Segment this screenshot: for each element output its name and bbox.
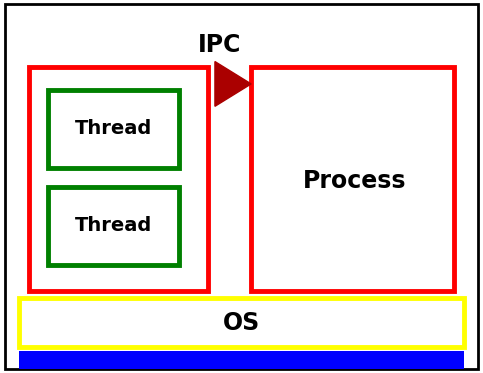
Text: Thread: Thread bbox=[75, 216, 152, 235]
Bar bbox=[48, 90, 179, 168]
Bar bbox=[29, 67, 208, 291]
Text: OS: OS bbox=[223, 311, 260, 335]
Bar bbox=[251, 67, 454, 291]
Bar bbox=[19, 351, 464, 369]
Text: IPC: IPC bbox=[198, 33, 242, 57]
Bar bbox=[48, 186, 179, 265]
Bar bbox=[19, 298, 464, 347]
Polygon shape bbox=[215, 62, 251, 106]
Text: Process: Process bbox=[303, 169, 407, 193]
Text: Thread: Thread bbox=[75, 119, 152, 138]
